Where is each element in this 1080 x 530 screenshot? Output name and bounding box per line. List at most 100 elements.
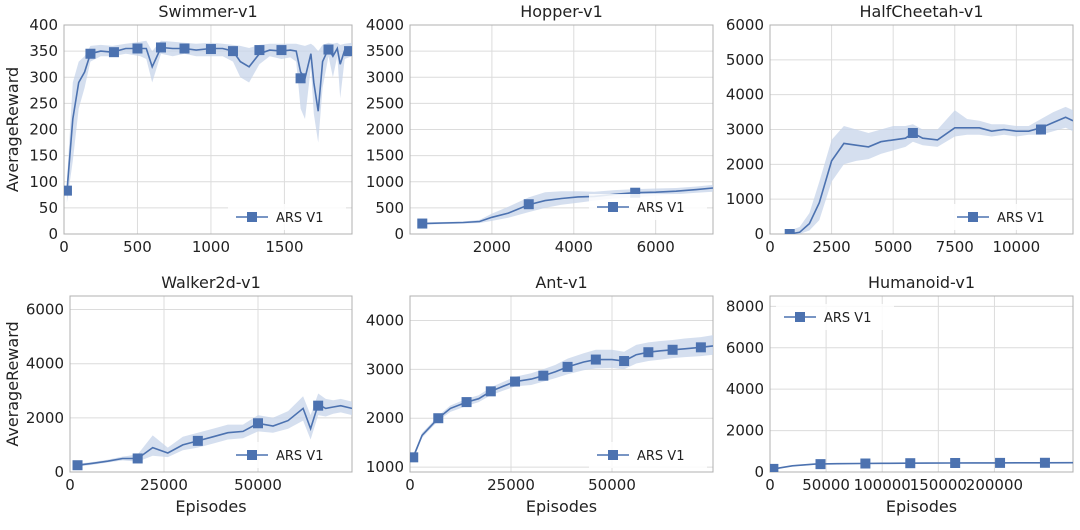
data-point-marker	[523, 199, 534, 210]
y-tick-label: 50	[39, 199, 58, 217]
data-point-marker	[85, 48, 96, 59]
y-tick-label: 2000	[366, 121, 404, 139]
legend: ARS V1	[228, 442, 346, 468]
x-tick-label: 7500	[936, 238, 974, 256]
data-point-marker	[295, 73, 306, 84]
y-tick-label: 1000	[366, 458, 404, 476]
panel-2: 2000 4000 6000 0 500 1000 1500 2000 2500 3000 3500…	[366, 2, 714, 256]
x-tick-label: 50000	[802, 476, 850, 494]
panel-title: Humanoid-v1	[868, 273, 975, 292]
y-tick-label: 250	[29, 94, 58, 112]
y-axis-label: AverageReward	[3, 321, 22, 446]
data-point-marker	[227, 46, 238, 57]
confidence-band	[77, 393, 352, 467]
data-point-marker	[619, 356, 630, 367]
x-tick-label: 2000	[473, 238, 511, 256]
data-point-marker	[410, 452, 419, 463]
x-tick-label: 0	[59, 238, 69, 256]
x-tick-label: 4000	[555, 238, 593, 256]
panel-3: 0 2500 5000 7500 10000 0 1000 2000 3000 4000 5000 6…	[726, 2, 1074, 256]
legend: ARS V1	[949, 204, 1067, 230]
y-tick-label: 6000	[726, 339, 764, 357]
x-tick-label: 1000	[192, 238, 230, 256]
y-tick-label: 150	[29, 147, 58, 165]
y-tick-label: 200	[29, 121, 58, 139]
data-point-marker	[179, 43, 190, 54]
y-tick-label: 4000	[366, 16, 404, 34]
y-tick-label: 300	[29, 68, 58, 86]
data-point-marker	[784, 229, 795, 234]
x-tick-label: 0	[405, 476, 415, 494]
y-tick-label: 100	[29, 173, 58, 191]
x-tick-label: 1500	[265, 238, 303, 256]
y-tick-label: 400	[29, 16, 58, 34]
legend-label: ARS V1	[276, 449, 323, 464]
panel-title: HalfCheetah-v1	[859, 2, 983, 21]
y-tick-label: 2500	[366, 94, 404, 112]
panel-title: Swimmer-v1	[158, 2, 257, 21]
data-point-marker	[108, 47, 119, 58]
series-group	[410, 335, 713, 463]
x-tick-label: 0	[765, 238, 775, 256]
data-point-marker	[860, 458, 871, 469]
x-tick-label: 0	[765, 476, 775, 494]
y-tick-label: 0	[754, 463, 764, 481]
y-tick-label: 1000	[366, 173, 404, 191]
y-tick-label: 0	[54, 463, 64, 481]
y-tick-label: 2000	[366, 409, 404, 427]
legend: ARS V1	[589, 194, 707, 220]
y-tick-label: 350	[29, 42, 58, 60]
data-point-marker	[485, 386, 496, 397]
data-point-marker	[538, 370, 549, 381]
data-point-marker	[323, 44, 334, 55]
data-point-marker	[950, 457, 961, 468]
data-point-marker	[590, 354, 601, 365]
data-point-marker	[905, 458, 916, 469]
panel-title: Hopper-v1	[520, 2, 603, 21]
panel-1: 0 500 1000 1500 0 50 100 150 200 250 300 350 400 ARS …	[3, 2, 353, 256]
legend-label: ARS V1	[997, 211, 1044, 226]
y-tick-label: 3000	[366, 360, 404, 378]
y-tick-label: 3000	[726, 121, 764, 139]
data-point-marker	[630, 187, 641, 198]
y-tick-label: 2000	[726, 155, 764, 173]
series-line	[789, 116, 1073, 234]
data-point-marker	[155, 42, 166, 53]
data-point-marker	[1039, 457, 1050, 468]
data-point-marker	[64, 185, 72, 196]
y-tick-label: 8000	[726, 297, 764, 315]
y-tick-label: 3000	[366, 68, 404, 86]
y-tick-label: 4000	[726, 86, 764, 104]
data-point-marker	[907, 127, 918, 138]
data-point-marker	[461, 397, 472, 408]
series-group	[64, 40, 352, 203]
x-tick-label: 2500	[812, 238, 850, 256]
y-tick-label: 2000	[726, 422, 764, 440]
x-tick-label: 50000	[234, 476, 282, 494]
x-tick-label: 500	[123, 238, 152, 256]
legend: ARS V1	[776, 304, 894, 330]
series-group	[72, 393, 352, 471]
axes-frame	[409, 24, 714, 235]
y-tick-label: 4000	[726, 380, 764, 398]
data-point-marker	[643, 347, 654, 358]
data-point-marker	[417, 218, 428, 229]
x-tick-label: 150000	[910, 476, 967, 494]
legend-marker	[247, 212, 257, 222]
y-tick-label: 0	[754, 225, 764, 243]
data-point-marker	[510, 376, 521, 387]
data-point-marker	[313, 400, 324, 411]
data-point-marker	[72, 460, 83, 471]
x-tick-label: 25000	[487, 476, 535, 494]
legend-marker	[608, 202, 618, 212]
x-tick-label: 50000	[588, 476, 636, 494]
y-tick-label: 1500	[366, 147, 404, 165]
x-tick-label: 10000	[992, 238, 1040, 256]
data-point-marker	[433, 413, 444, 424]
data-point-marker	[253, 418, 263, 429]
panel-title: Ant-v1	[535, 273, 587, 292]
y-tick-label: 2000	[26, 409, 64, 427]
y-tick-label: 6000	[726, 16, 764, 34]
